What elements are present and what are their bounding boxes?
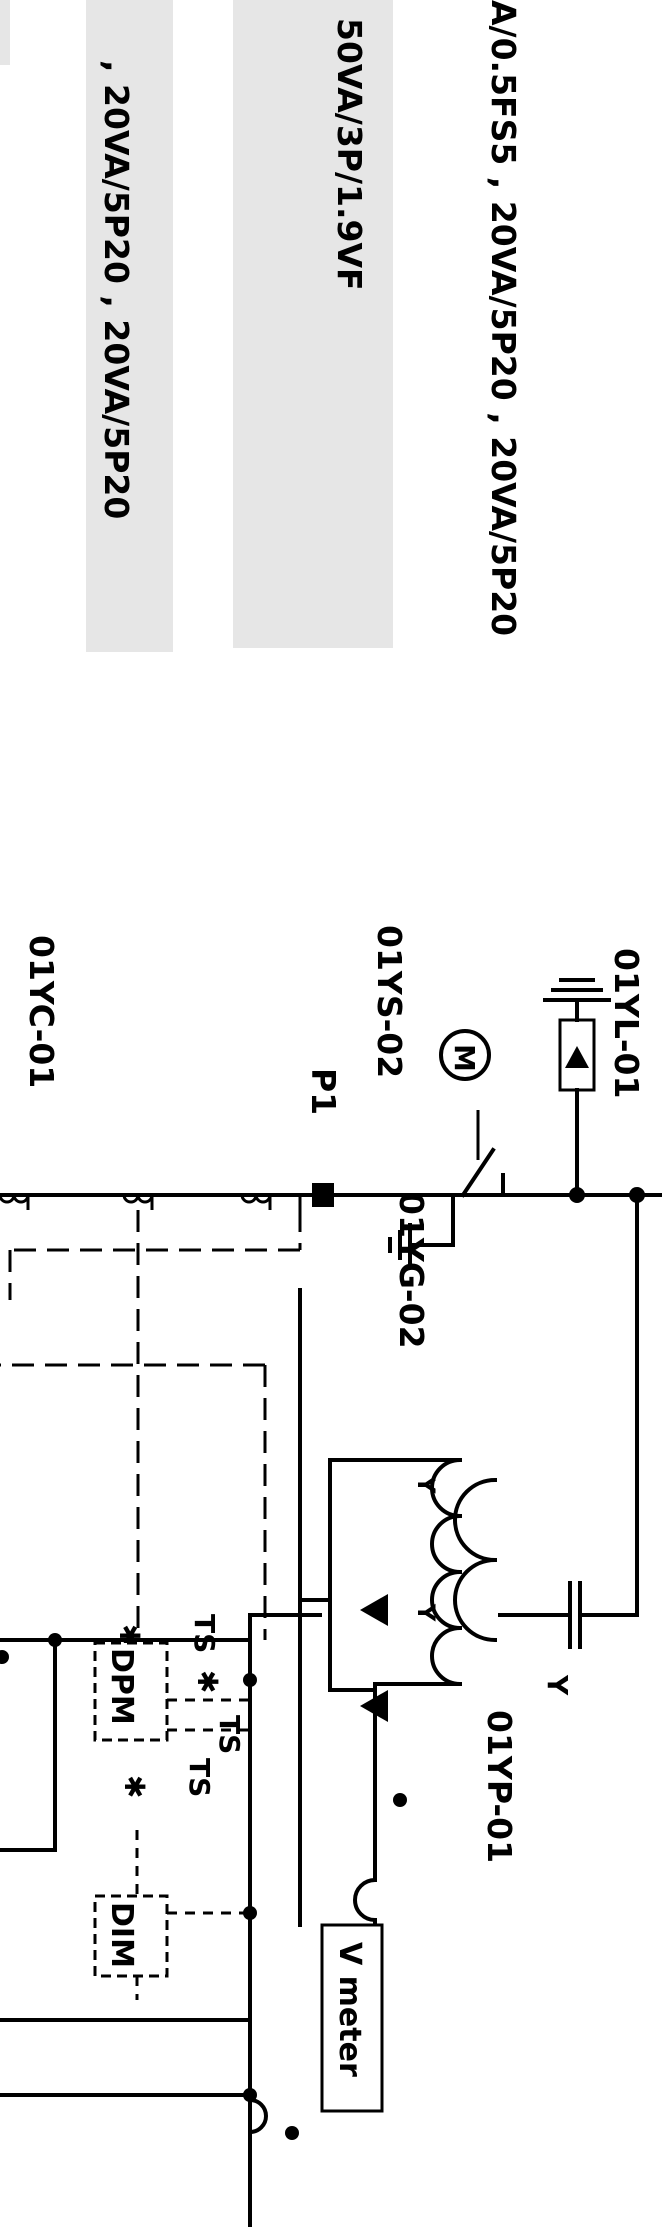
label-ground-switch: 01YG-02 xyxy=(392,1192,431,1349)
arrester-earth-icon xyxy=(543,978,611,1002)
test-switch-label-2: TS xyxy=(213,1715,246,1754)
arrester-arrow xyxy=(565,1046,589,1068)
ground-switch-earth-icon xyxy=(388,1193,455,1267)
test-switch-label-3: TS xyxy=(183,1758,216,1797)
junction-dot xyxy=(243,1906,257,1920)
vt-primary-coil-icon xyxy=(453,1477,498,1643)
terminal-dot xyxy=(285,2126,299,2140)
label-earthing-switch: 01YS-02 xyxy=(370,925,409,1078)
junction-dot xyxy=(243,1673,257,1687)
vt-star-mark-2: Y xyxy=(412,1603,440,1622)
voltmeter-label: V meter xyxy=(332,1942,367,2077)
meter-terminal-curve xyxy=(247,2097,268,2135)
test-switch-mark: ✱ xyxy=(113,1624,146,1647)
junction-dot xyxy=(243,2088,257,2102)
dim-label: DIM xyxy=(104,1902,139,1968)
rating-text-1: A/0.5FS5 , 20VA/5P20 , 20VA/5P20 xyxy=(484,0,523,636)
vt-delta-mark xyxy=(360,1594,388,1626)
test-switch-mark: ✱ xyxy=(191,1670,224,1693)
vt-star-mark-1: Y xyxy=(412,1475,440,1494)
earthing-switch-blade xyxy=(460,1147,496,1198)
vt-connection-mark: Y xyxy=(541,1674,574,1696)
motor-circle-icon xyxy=(439,1029,491,1081)
dpm-box xyxy=(93,1641,169,1742)
terminal-dot xyxy=(0,1650,9,1664)
motor-label: M xyxy=(448,1044,481,1072)
vt-terminal-curve xyxy=(353,1877,378,1923)
dim-box xyxy=(93,1894,169,1978)
rating-box-top xyxy=(0,0,10,65)
label-lightning-arrester: 01YL-01 xyxy=(607,948,646,1098)
test-switch-label-1: TS xyxy=(188,1614,221,1653)
vt-secondary-coil-icon xyxy=(328,1457,463,1687)
rating-box-left xyxy=(86,0,173,652)
dpm-label: DPM xyxy=(104,1648,139,1725)
rating-text-3: , 20VA/5P20 , 20VA/5P20 xyxy=(97,60,136,519)
ct-core-icon xyxy=(122,1194,154,1210)
voltmeter-box xyxy=(320,1923,384,2113)
test-switch-mark: ✱ xyxy=(118,1775,151,1798)
ct-core-icon xyxy=(240,1194,272,1210)
rating-text-2: 50VA/3P/1.9VF xyxy=(330,18,369,291)
rating-box-right xyxy=(233,0,393,648)
label-voltage-transformer: 01YP-01 xyxy=(480,1710,519,1863)
label-polarity-p1: P1 xyxy=(304,1068,343,1115)
label-current-transformer: 01YC-01 xyxy=(22,935,61,1088)
terminal-dot xyxy=(393,1793,407,1807)
ct-core-icon xyxy=(0,1194,30,1210)
polarity-marker xyxy=(312,1183,334,1207)
